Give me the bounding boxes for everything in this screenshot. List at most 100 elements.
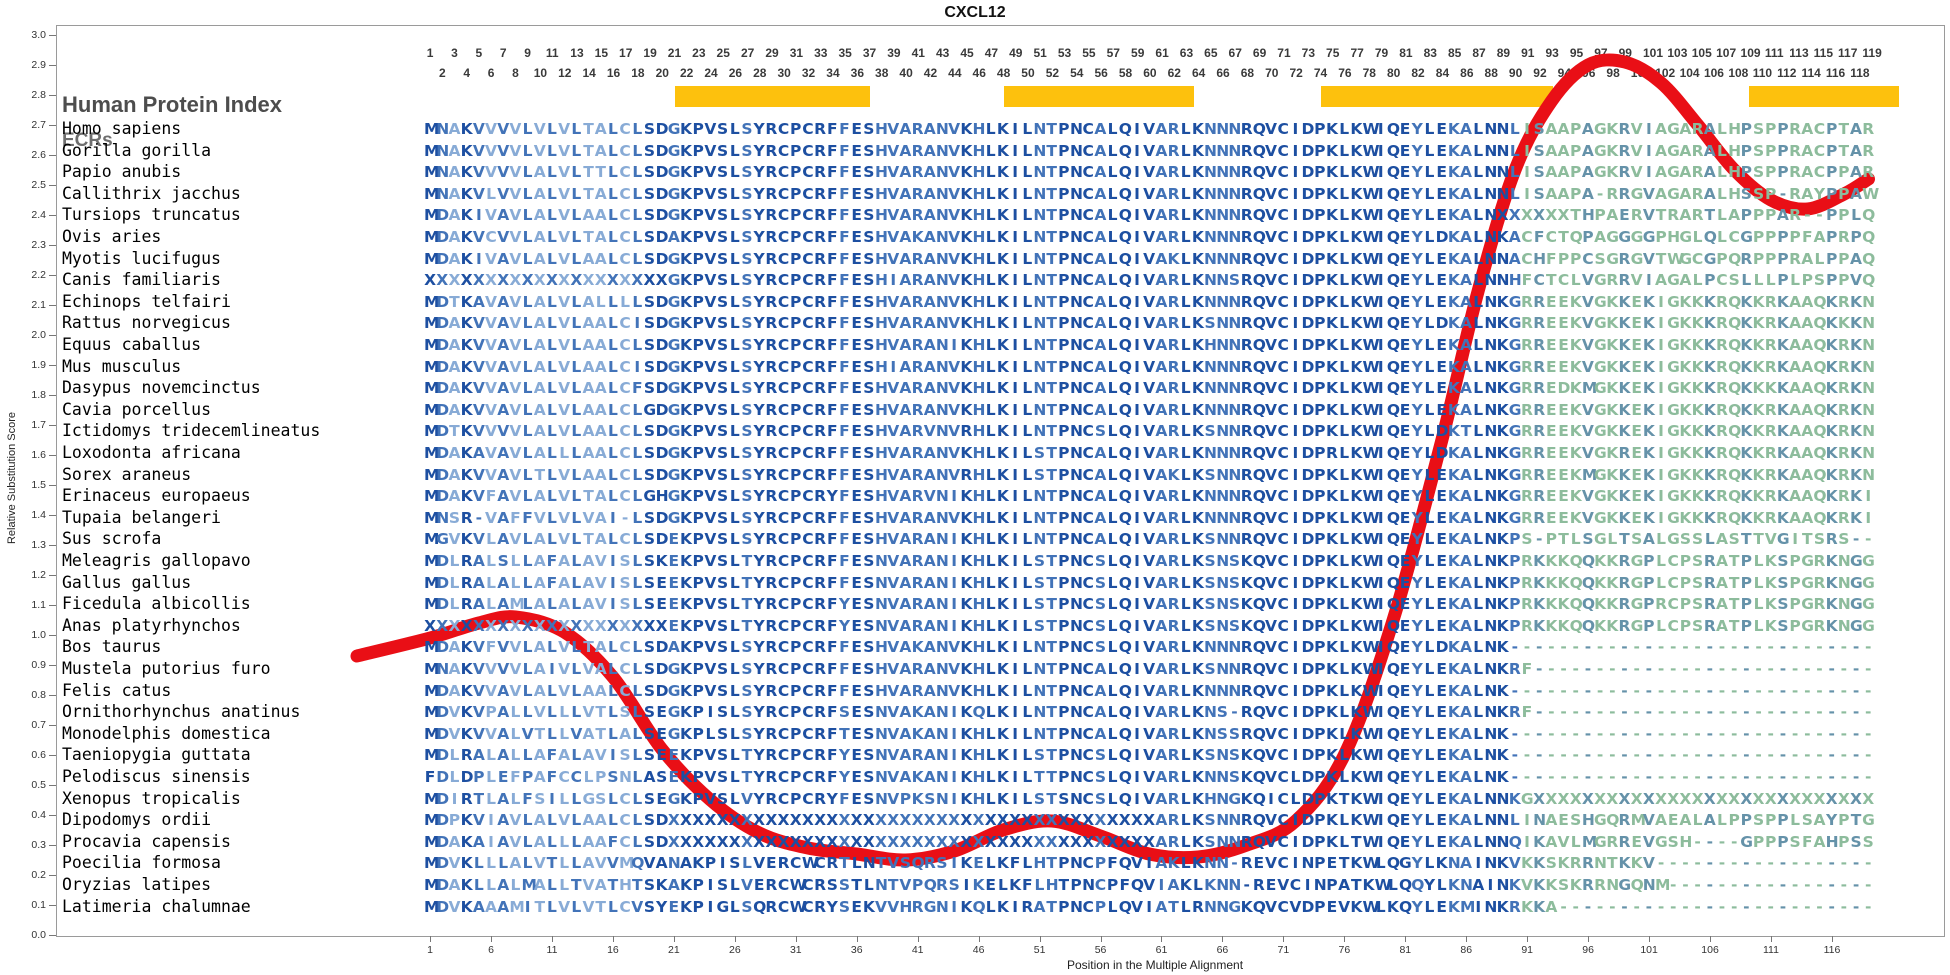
residue: R (765, 552, 778, 570)
residue: Q (1728, 508, 1742, 527)
residue: Y (1411, 854, 1423, 873)
residue: G (1508, 357, 1522, 376)
residue: K (911, 638, 924, 657)
residue: K (1825, 357, 1838, 376)
residue: V (1265, 616, 1278, 635)
residue: I (1377, 681, 1384, 700)
residue: I (1012, 422, 1018, 441)
residue: V (1265, 141, 1278, 160)
residue: S (643, 292, 656, 311)
residue: L (607, 141, 618, 160)
residue: E (656, 595, 667, 614)
residue: V (948, 120, 961, 138)
residue: S (1204, 422, 1216, 441)
residue: - (1572, 638, 1579, 657)
residue: W (1362, 465, 1380, 484)
residue: R (1837, 379, 1850, 398)
residue: V (704, 292, 717, 311)
residue: K (1191, 789, 1204, 808)
residue: R (1862, 120, 1875, 138)
residue: Q (1386, 487, 1400, 506)
residue: P (790, 487, 802, 506)
residue: Q (1703, 228, 1717, 246)
residue: V (1642, 249, 1655, 268)
residue: P (790, 249, 802, 268)
residue: V (1265, 595, 1278, 614)
y-tick-label: 0.3 (31, 839, 46, 851)
residue: - (1755, 746, 1762, 765)
residue: S (863, 681, 875, 700)
residue: A (582, 832, 595, 851)
residue: L (985, 789, 996, 808)
residue: - (1706, 897, 1713, 916)
residue: K (960, 163, 973, 182)
residue: K (996, 897, 1009, 916)
residue: P (1838, 184, 1850, 203)
residue: G (1667, 379, 1680, 398)
residue: C (777, 292, 790, 311)
residue: L (985, 768, 996, 786)
residue: X (838, 811, 851, 830)
residue: A (667, 876, 680, 894)
residue: L (1107, 768, 1118, 786)
residue: K (960, 552, 973, 570)
residue: R (765, 724, 778, 743)
residue: K (1496, 422, 1509, 441)
species-name: Loxodonta africana (62, 443, 241, 462)
residue: X (1057, 811, 1070, 830)
residue: G (1667, 400, 1680, 419)
residue: R (1521, 508, 1533, 527)
residue: V (887, 487, 900, 506)
residue: X (801, 811, 814, 830)
residue: K (960, 357, 973, 376)
residue: S (863, 120, 875, 138)
residue: L (985, 703, 996, 722)
residue: L (1180, 595, 1191, 614)
residue: R (765, 897, 778, 916)
residue: R (1716, 444, 1728, 462)
species-name: Dipodomys ordii (62, 810, 212, 830)
residue: - (1840, 724, 1848, 743)
residue: Y (1423, 876, 1436, 894)
residue: S (717, 595, 729, 614)
residue: Q (1813, 400, 1827, 419)
residue: K (960, 120, 973, 138)
residue: Y (1411, 616, 1423, 635)
residue: I (1292, 638, 1299, 657)
residue: W (1374, 876, 1392, 894)
residue: A (1460, 508, 1473, 527)
residue: - (1596, 897, 1604, 916)
residue: N (1484, 595, 1498, 614)
residue: E (1631, 444, 1642, 462)
residue: X (1545, 206, 1558, 225)
residue: - (1852, 768, 1860, 786)
residue: D (460, 768, 474, 786)
y-tick-mark (49, 605, 56, 606)
x-tick-mark (1405, 936, 1407, 942)
x-tick-label: 26 (729, 944, 741, 956)
residue: V (1764, 530, 1777, 549)
residue: A (1715, 530, 1728, 549)
residue: S (1033, 595, 1046, 614)
residue: X (1594, 789, 1607, 808)
position-number: 33 (814, 46, 828, 60)
residue: S (643, 314, 656, 333)
residue: K (960, 530, 973, 549)
residue: X (1691, 789, 1704, 808)
residue: X (1837, 789, 1850, 808)
residue: K (1191, 120, 1204, 138)
residue: K (1630, 854, 1643, 873)
residue: V (509, 681, 522, 700)
residue: V (1581, 400, 1594, 419)
residue: C (619, 206, 631, 225)
residue: L (1022, 120, 1033, 138)
residue: Y (1411, 703, 1423, 722)
residue: V (1581, 336, 1594, 354)
residue: M (424, 789, 440, 808)
residue: W (1362, 746, 1380, 765)
sequence-row: MD I RT LAL FS I L LGS LCL SEGKPVS LVYRCPCRYF ESNVP… (424, 789, 1874, 810)
residue: C (1277, 357, 1289, 376)
residue: K (1496, 595, 1509, 614)
residue: V (485, 660, 498, 678)
residue: S (717, 271, 729, 290)
